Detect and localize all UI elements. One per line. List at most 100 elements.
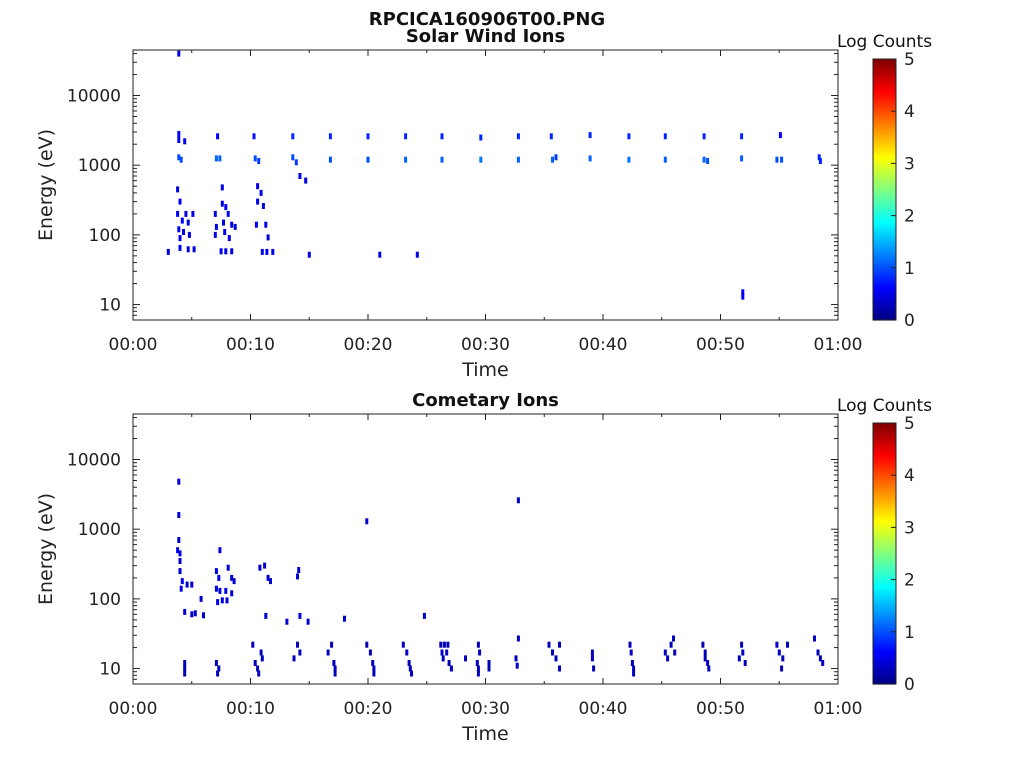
colorbar-tick-label: 5 [904, 414, 915, 434]
colorbar-segment [873, 304, 896, 308]
data-cell [627, 156, 631, 163]
x-tick-label: 00:20 [344, 699, 393, 719]
y-tick-label: 1000 [78, 520, 121, 540]
x-tick-label: 00:00 [109, 335, 158, 355]
data-cell [193, 610, 197, 617]
colorbar-segment [873, 510, 896, 513]
data-cell [672, 635, 675, 642]
colorbar-segment [873, 436, 896, 439]
colorbar-segment [873, 204, 896, 208]
colorbar-segment [873, 235, 896, 238]
colorbar-segment [873, 457, 896, 461]
data-cell [183, 138, 187, 145]
data-cell [706, 158, 710, 164]
colorbar-segment [873, 76, 896, 80]
data-cell [222, 219, 225, 226]
colorbar-segment [873, 59, 896, 62]
data-cell [554, 655, 558, 662]
data-cell [404, 133, 408, 140]
colorbar-segment [873, 148, 896, 151]
colorbar-segment [873, 651, 896, 655]
data-cell [264, 612, 268, 619]
colorbar-segment [873, 315, 896, 319]
colorbar-segment [873, 473, 896, 476]
colorbar-segment [873, 666, 896, 670]
data-cell [551, 649, 554, 656]
data-cell [259, 649, 263, 656]
colorbar-segment [873, 679, 896, 683]
colorbar-segment [873, 620, 896, 624]
data-cell [476, 665, 480, 672]
colorbar-segment [873, 540, 896, 544]
colorbar-segment [873, 655, 896, 659]
colorbar-segment [873, 583, 896, 587]
data-cell [177, 154, 181, 161]
data-cell [479, 134, 483, 141]
data-cell [182, 229, 185, 235]
colorbar-segment [873, 267, 896, 271]
colorbar-segment [873, 276, 896, 280]
data-cell [476, 670, 480, 677]
colorbar-label: Log Counts [837, 32, 932, 52]
data-cell [818, 655, 822, 662]
colorbar-segment [873, 209, 896, 212]
data-cell [184, 210, 188, 217]
colorbar-segment [873, 499, 896, 502]
data-cell [214, 568, 218, 575]
colorbar-segment [873, 74, 896, 77]
colorbar-segment [873, 224, 896, 228]
colorbar-segment [873, 549, 896, 552]
colorbar-segment [873, 636, 896, 639]
data-cell [185, 581, 189, 588]
colorbar-segment [873, 65, 896, 69]
data-cell [478, 649, 482, 656]
data-cell [260, 655, 264, 662]
data-cell [257, 158, 261, 164]
data-cell [445, 649, 449, 656]
colorbar-segment [873, 568, 896, 572]
colorbar-segment [873, 217, 896, 221]
data-cell [590, 649, 594, 656]
colorbar-segment [873, 527, 896, 531]
colorbar-segment [873, 570, 896, 574]
colorbar-segment [873, 455, 896, 459]
colorbar-segment [873, 269, 896, 273]
colorbar-segment [873, 93, 896, 97]
data-cell [260, 248, 264, 255]
data-cell [258, 564, 262, 571]
data-cell [326, 649, 330, 656]
colorbar-segment [873, 293, 896, 297]
data-cell [673, 649, 677, 656]
y-tick-label: 100 [89, 226, 121, 246]
data-cell [252, 133, 256, 140]
data-cell [365, 518, 369, 525]
panel-title: Solar Wind Ions [406, 26, 565, 47]
colorbar-segment [873, 161, 896, 164]
colorbar-segment [873, 272, 896, 275]
data-cell [816, 649, 820, 656]
data-cell [217, 665, 221, 672]
colorbar-segment [873, 507, 896, 511]
colorbar-segment [873, 529, 896, 533]
colorbar-segment [873, 488, 896, 492]
data-cell [306, 618, 310, 625]
colorbar-segment [873, 128, 896, 132]
colorbar-segment [873, 61, 896, 64]
plot-frame [132, 49, 839, 321]
colorbar-segment [873, 594, 896, 598]
colorbar-segment [873, 259, 896, 262]
data-cell [516, 635, 520, 642]
data-cell [224, 587, 228, 594]
x-tick-label: 00:40 [579, 699, 628, 719]
colorbar-segment [873, 586, 896, 589]
data-cell [446, 641, 450, 648]
data-cell [253, 155, 257, 162]
colorbar-segment [873, 215, 896, 219]
colorbar-segment [873, 670, 896, 674]
data-cell [813, 635, 816, 642]
colorbar-segment [873, 575, 896, 579]
colorbar-segment [873, 309, 896, 312]
data-cell [254, 221, 258, 228]
colorbar-segment [873, 296, 896, 299]
data-cell [296, 573, 299, 580]
